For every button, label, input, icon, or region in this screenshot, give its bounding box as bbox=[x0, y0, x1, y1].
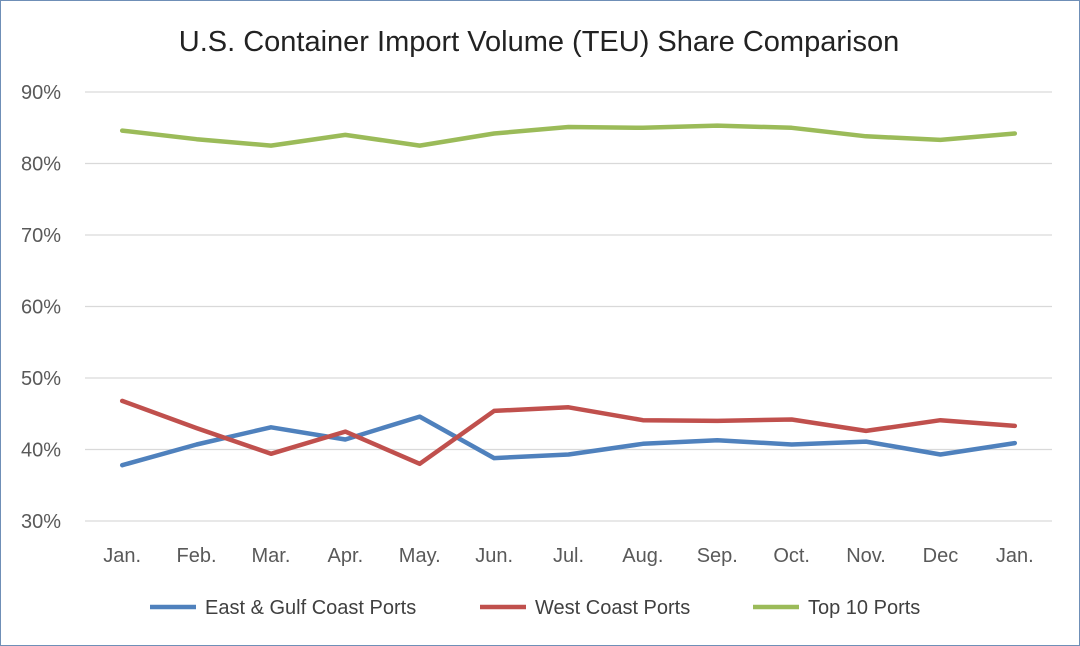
x-tick-label: May. bbox=[399, 545, 441, 567]
series-line-0 bbox=[119, 414, 1018, 468]
y-tick-label: 60% bbox=[21, 297, 61, 319]
x-tick-label: Apr. bbox=[328, 545, 364, 567]
x-tick-label: Oct. bbox=[773, 545, 810, 567]
y-tick-label: 30% bbox=[21, 511, 61, 533]
x-tick-label: Jun. bbox=[475, 545, 513, 567]
legend-label: Top 10 Ports bbox=[808, 597, 920, 619]
y-tick-label: 70% bbox=[21, 225, 61, 247]
y-tick-label: 40% bbox=[21, 440, 61, 462]
x-tick-label: Dec bbox=[923, 545, 959, 567]
y-axis-ticks: 30% 40% 50% 60% 70% 80% 90% bbox=[21, 82, 61, 533]
x-tick-label: Sep. bbox=[697, 545, 738, 567]
x-tick-label: Feb. bbox=[177, 545, 217, 567]
chart-title: U.S. Container Import Volume (TEU) Share… bbox=[179, 26, 899, 58]
x-tick-label: Nov. bbox=[846, 545, 886, 567]
legend-label: West Coast Ports bbox=[535, 597, 690, 619]
x-tick-label: Jul. bbox=[553, 545, 584, 567]
x-tick-label: Aug. bbox=[622, 545, 663, 567]
x-axis-ticks: Jan. Feb. Mar. Apr. May. Jun. Jul. Aug. Sep. Oct.… bbox=[103, 545, 1033, 567]
y-tick-label: 90% bbox=[21, 82, 61, 104]
series-line-2 bbox=[119, 123, 1018, 148]
x-tick-label: Mar. bbox=[252, 545, 291, 567]
x-tick-label: Jan. bbox=[103, 545, 141, 567]
legend: East & Gulf Coast Ports West Coast Ports T… bbox=[150, 597, 920, 619]
series-lines bbox=[119, 123, 1018, 468]
gridlines bbox=[85, 91, 1052, 522]
legend-label: East & Gulf Coast Ports bbox=[205, 597, 416, 619]
y-tick-label: 50% bbox=[21, 368, 61, 390]
y-tick-label: 80% bbox=[21, 154, 61, 176]
x-tick-label: Jan. bbox=[996, 545, 1034, 567]
